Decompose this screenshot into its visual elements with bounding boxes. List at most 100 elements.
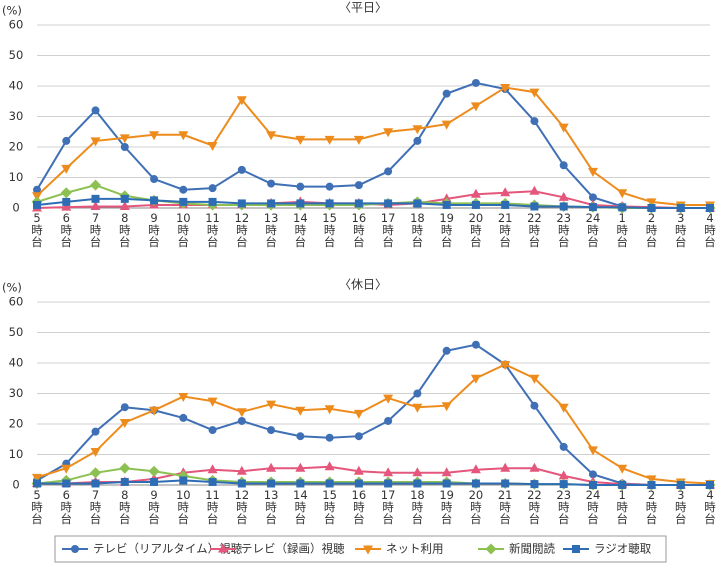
marker <box>266 131 277 141</box>
marker <box>237 416 246 425</box>
marker <box>384 416 393 425</box>
marker <box>588 470 597 479</box>
x-tick-label: 13 時台 <box>264 488 279 526</box>
x-tick-label: 5 時台 <box>31 211 43 249</box>
marker <box>485 543 497 555</box>
marker <box>296 479 305 488</box>
x-tick-label: 16 時台 <box>352 488 367 526</box>
marker <box>91 194 100 203</box>
marker <box>91 106 100 115</box>
x-tick-label: 7 時台 <box>90 211 102 249</box>
legend-label: テレビ（録画）視聴 <box>241 542 345 556</box>
x-tick-label: 8 時台 <box>119 488 131 526</box>
x-tick-label: 11 時台 <box>205 488 220 526</box>
marker <box>236 408 247 418</box>
marker <box>120 403 129 412</box>
marker <box>295 462 306 472</box>
x-tick-label: 12 時台 <box>235 211 250 249</box>
marker <box>149 406 160 416</box>
legend-label: ラジオ聴取 <box>594 542 652 556</box>
marker <box>325 479 334 488</box>
x-tick-label: 2 時台 <box>646 488 658 526</box>
marker <box>33 200 41 209</box>
x-tick-label: 23 時台 <box>556 488 571 526</box>
marker <box>471 340 480 349</box>
marker <box>33 185 41 194</box>
marker <box>325 199 334 208</box>
legend-label: ネット利用 <box>386 542 444 556</box>
marker <box>559 161 568 170</box>
marker <box>500 462 511 472</box>
marker <box>647 204 656 212</box>
x-tick-label: 2 時台 <box>646 211 658 249</box>
chart: 〈平日〉 (%) 0 10 20 30 40 50 60 5 時台 6 時台 7 時台 8 時台 9 時台 10 時台 1… <box>2 1 716 249</box>
marker <box>559 442 568 451</box>
marker <box>558 403 569 413</box>
series-line <box>37 465 710 486</box>
x-tick-label: 15 時台 <box>322 211 337 249</box>
marker <box>529 185 540 195</box>
chart-title: 〈休日〉 <box>339 278 387 292</box>
marker <box>354 432 363 441</box>
x-tick-label: 14 時台 <box>293 211 308 249</box>
marker <box>296 182 305 191</box>
marker <box>572 545 580 553</box>
marker <box>208 197 217 206</box>
y-tick-label: 20 <box>9 417 24 431</box>
series-line <box>36 184 710 209</box>
marker <box>676 204 685 212</box>
y-tick-label: 50 <box>9 48 24 62</box>
marker <box>413 136 422 145</box>
marker <box>91 479 100 488</box>
marker <box>413 199 422 208</box>
y-axis-label: (%) <box>2 4 22 18</box>
marker <box>90 447 101 457</box>
marker <box>295 135 306 145</box>
y-tick-label: 10 <box>9 170 24 184</box>
x-tick-label: 1 時台 <box>616 488 628 526</box>
marker <box>501 479 510 488</box>
marker <box>441 193 452 203</box>
marker <box>267 426 276 435</box>
marker <box>412 467 423 477</box>
marker <box>647 481 656 489</box>
marker <box>296 199 305 208</box>
y-tick-label: 0 <box>12 201 19 215</box>
marker <box>61 164 72 174</box>
marker <box>324 405 335 415</box>
marker <box>62 197 71 206</box>
marker <box>413 479 422 488</box>
marker <box>470 102 481 112</box>
x-tick-label: 7 時台 <box>90 488 102 526</box>
marker <box>60 187 72 199</box>
marker <box>295 406 306 416</box>
marker <box>587 446 598 456</box>
marker <box>179 476 188 485</box>
marker <box>706 481 714 489</box>
series-line <box>37 479 710 486</box>
series-line <box>36 81 710 209</box>
y-tick-label: 30 <box>9 386 24 400</box>
x-tick-label: 3 時台 <box>675 488 687 526</box>
marker <box>530 117 539 126</box>
marker <box>179 197 188 206</box>
x-tick-label: 9 時台 <box>148 488 160 526</box>
marker <box>470 188 481 198</box>
marker <box>363 545 373 555</box>
marker <box>90 179 102 191</box>
marker <box>559 202 568 211</box>
marker <box>441 402 452 412</box>
chart-title: 〈平日〉 <box>339 1 387 15</box>
x-tick-label: 9 時台 <box>148 211 160 249</box>
y-tick-label: 40 <box>9 356 24 370</box>
marker <box>384 479 393 488</box>
x-tick-label: 4 時台 <box>704 488 716 526</box>
marker <box>91 427 100 436</box>
x-tick-label: 22 時台 <box>527 211 542 249</box>
marker <box>150 175 159 184</box>
y-tick-label: 0 <box>12 478 19 492</box>
marker <box>413 389 422 398</box>
marker <box>179 413 188 422</box>
x-tick-label: 5 時台 <box>31 488 43 526</box>
